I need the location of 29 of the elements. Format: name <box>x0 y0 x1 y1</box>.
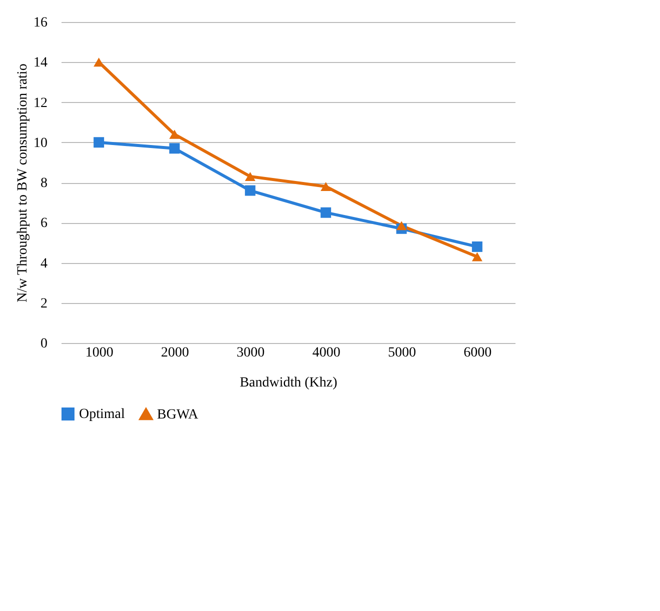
y-tick-label: 2 <box>40 296 48 312</box>
point <box>169 130 180 139</box>
legend-label: BGWA <box>157 407 200 422</box>
x-tick-label: 3000 <box>236 346 265 360</box>
point <box>472 252 482 262</box>
x-tick-label: 2000 <box>161 346 189 360</box>
y-tick-label: 14 <box>34 56 48 71</box>
y-tick-label: 12 <box>34 96 48 111</box>
y-tick-label: 0 <box>40 336 48 352</box>
point <box>169 143 180 154</box>
y-tick-label: 8 <box>40 176 48 191</box>
y-tick-label: 10 <box>34 136 48 151</box>
legend-label: Optimal <box>79 407 125 422</box>
point <box>472 241 482 252</box>
point <box>94 137 104 148</box>
y-tick-label: 6 <box>40 216 48 232</box>
point <box>396 221 407 230</box>
x-tick-label: 5000 <box>388 346 416 360</box>
x-tick-label: 1000 <box>85 346 114 360</box>
point <box>320 182 332 192</box>
x-axis-title: Bandwidth (Khz) <box>240 376 338 390</box>
point <box>244 172 256 182</box>
x-tick-label: 4000 <box>312 346 340 360</box>
point <box>320 207 332 218</box>
y-tick-label: 16 <box>34 16 48 30</box>
y-tick-label: 4 <box>40 256 48 272</box>
point <box>244 185 256 196</box>
x-tick-label: 6000 <box>464 346 492 360</box>
y-axis-title: N/w Throughput to BW consumption ratio <box>16 64 30 302</box>
